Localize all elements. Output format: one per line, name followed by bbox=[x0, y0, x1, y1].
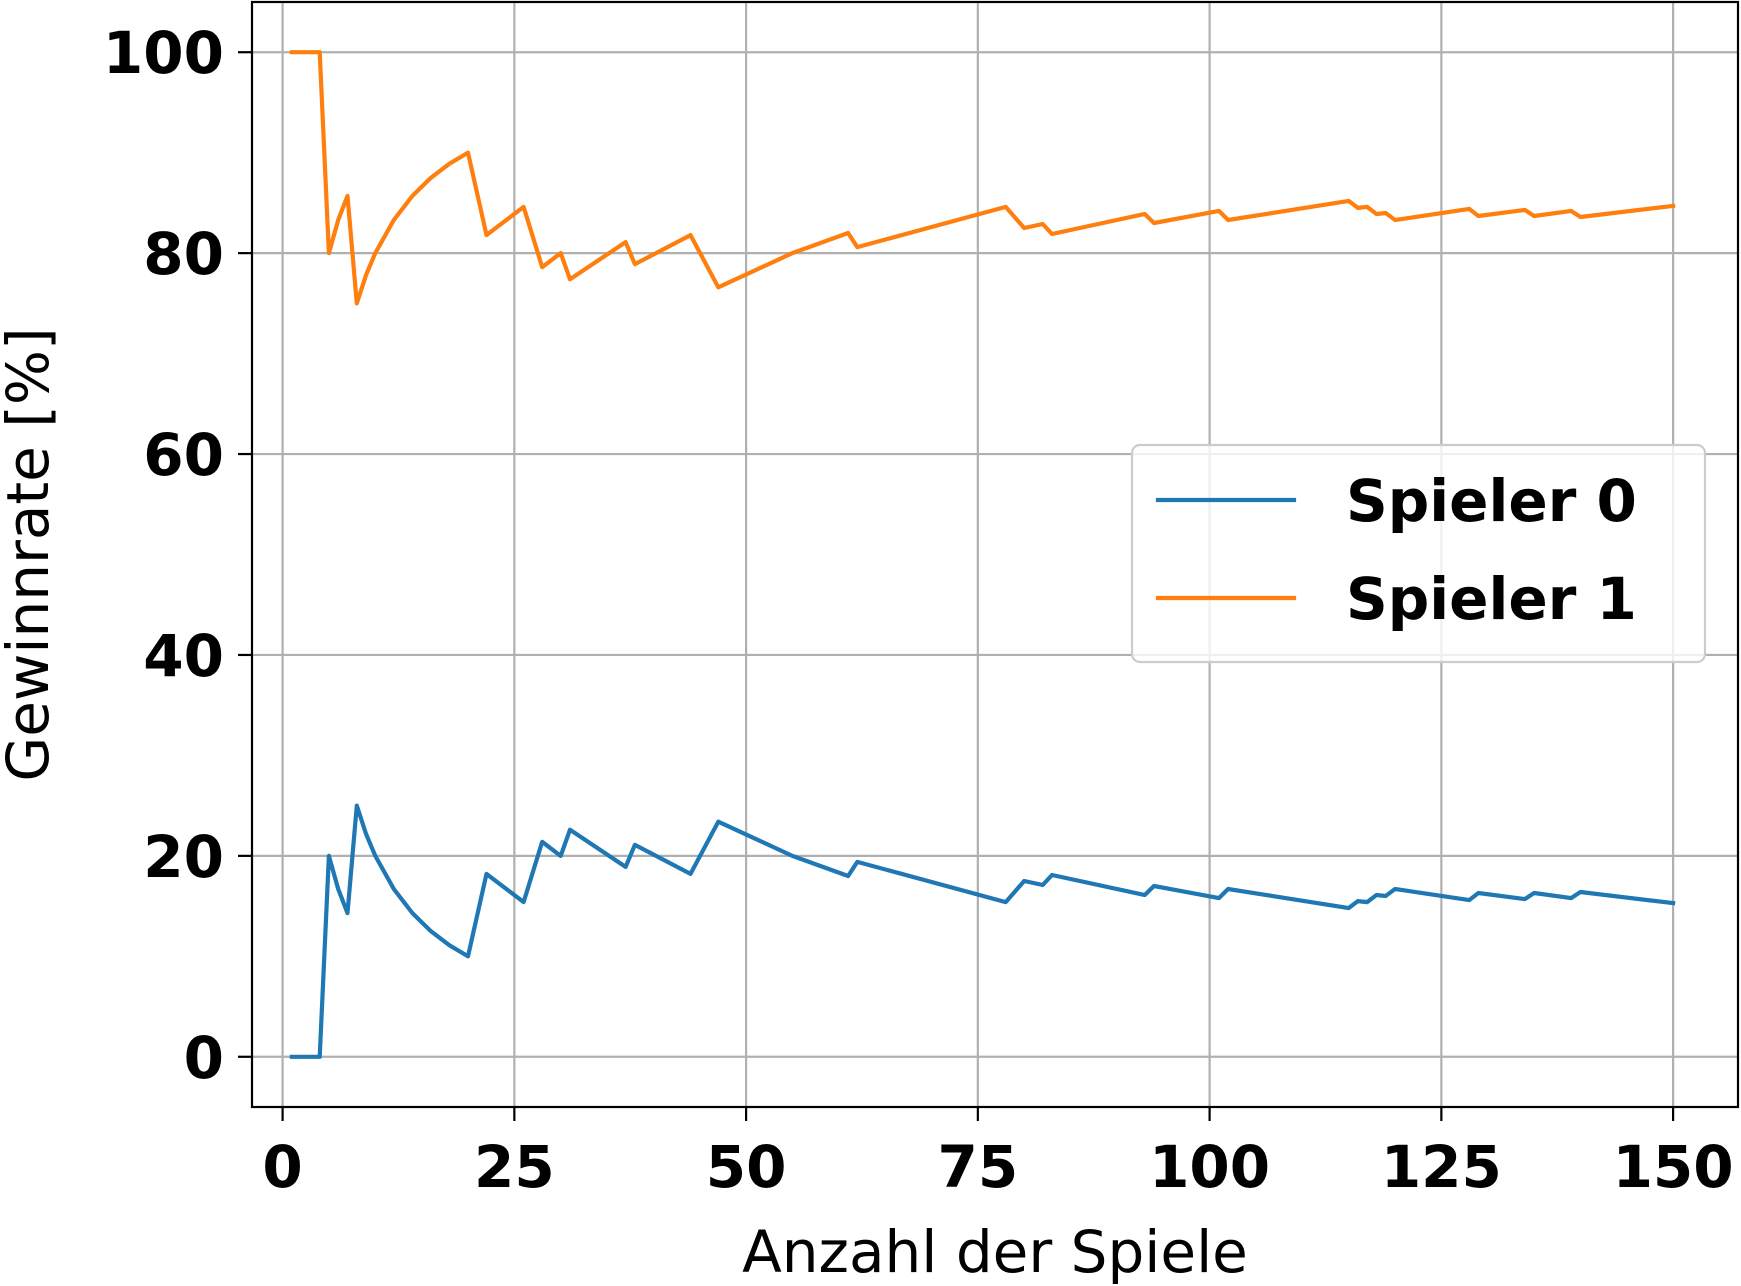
y-tick-label: 100 bbox=[103, 19, 224, 87]
x-tick-label: 125 bbox=[1381, 1133, 1502, 1201]
legend-label-spieler-1: Spieler 1 bbox=[1346, 565, 1637, 633]
legend: Spieler 0 Spieler 1 bbox=[1130, 443, 1707, 664]
series-line-spieler-1 bbox=[289, 50, 1676, 306]
x-tick-label: 0 bbox=[262, 1133, 302, 1201]
legend-label-spieler-0: Spieler 0 bbox=[1346, 467, 1637, 535]
y-tick-label: 20 bbox=[143, 823, 224, 891]
x-tick-label: 100 bbox=[1149, 1133, 1270, 1201]
x-axis-label: Anzahl der Spiele bbox=[742, 1218, 1248, 1286]
y-axis-label: Gewinnrate [%] bbox=[0, 327, 62, 781]
series-line-spieler-0 bbox=[289, 803, 1676, 1059]
axis-ticks: 0 25 50 75 100 125 150 0 20 40 60 80 100 bbox=[103, 19, 1734, 1201]
x-tick-label: 75 bbox=[937, 1133, 1018, 1201]
x-tick-label: 150 bbox=[1613, 1133, 1734, 1201]
y-tick-label: 60 bbox=[143, 421, 224, 489]
x-tick-label: 50 bbox=[706, 1133, 787, 1201]
plot-frame bbox=[250, 0, 1740, 1109]
y-tick-label: 80 bbox=[143, 220, 224, 288]
x-tick-label: 25 bbox=[474, 1133, 555, 1201]
y-tick-label: 40 bbox=[143, 622, 224, 690]
series-lines bbox=[289, 50, 1676, 1059]
y-tick-label: 0 bbox=[184, 1024, 224, 1092]
